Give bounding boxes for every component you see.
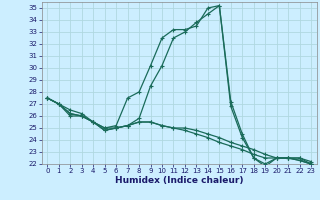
X-axis label: Humidex (Indice chaleur): Humidex (Indice chaleur): [115, 176, 244, 185]
